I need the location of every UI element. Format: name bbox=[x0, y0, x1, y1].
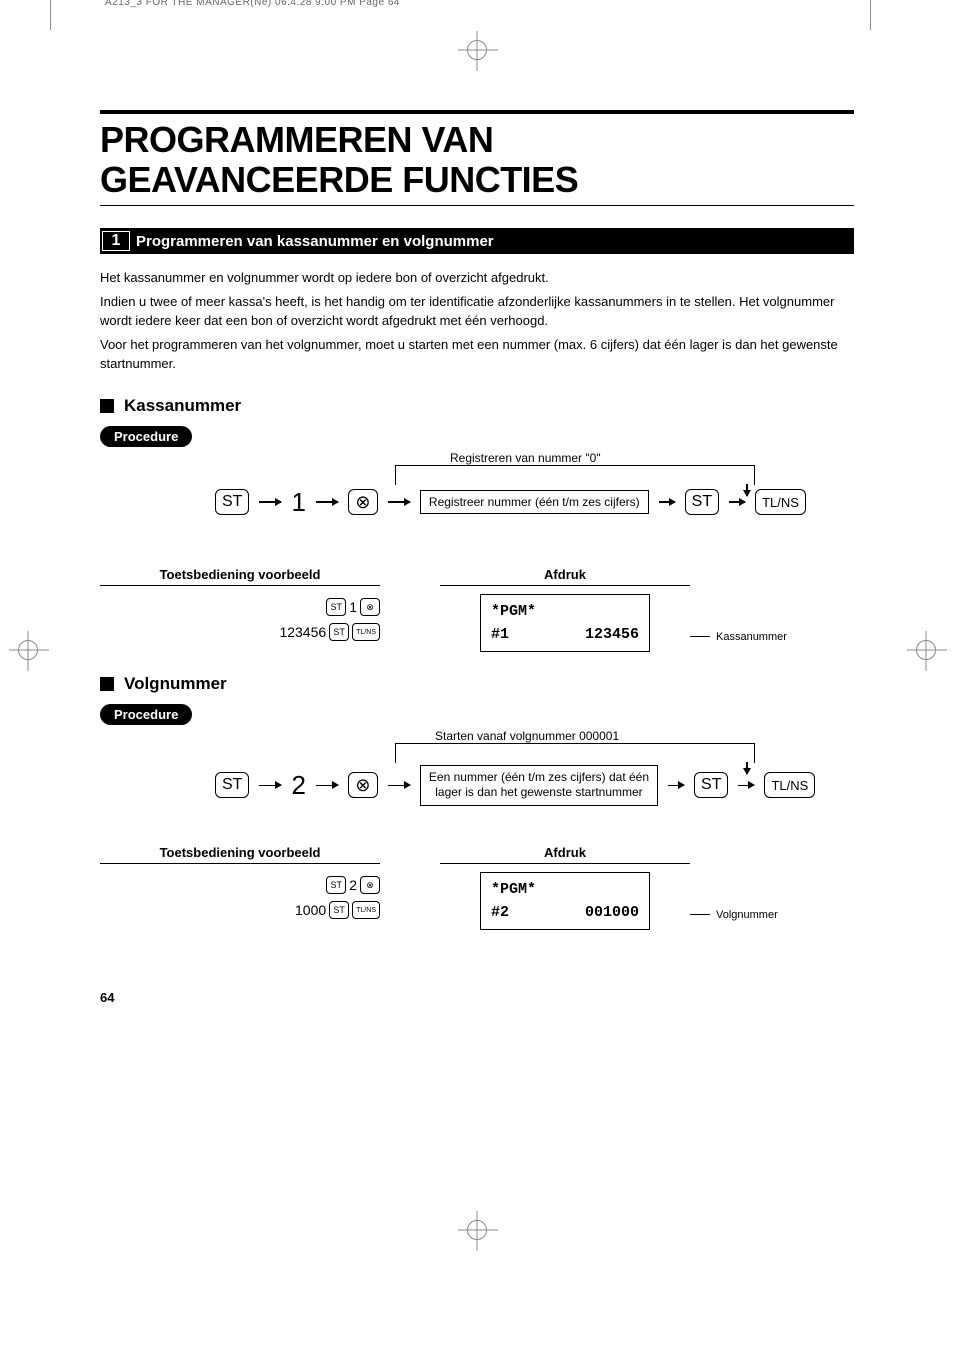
mult-key-small: ⊗ bbox=[360, 876, 380, 894]
input-box-1: Registreer nummer (één t/m zes cijfers) bbox=[420, 490, 649, 514]
kassanummer-example: Toetsbediening voorbeeld Afdruk ST 1 ⊗ 1… bbox=[100, 567, 854, 652]
loop-label-2: Starten vanaf volgnummer 000001 bbox=[435, 729, 619, 743]
example-right-head-1: Afdruk bbox=[440, 567, 690, 586]
arrow-icon bbox=[729, 501, 745, 503]
st-key: ST bbox=[694, 772, 728, 798]
ex-digit: 2 bbox=[349, 874, 357, 896]
arrow-icon bbox=[316, 501, 338, 503]
square-bullet-icon bbox=[100, 677, 114, 691]
mult-key: ⊗ bbox=[348, 489, 378, 515]
receipt-line-1: *PGM* bbox=[491, 881, 639, 898]
example-right-head-2: Afdruk bbox=[440, 845, 690, 864]
st-key: ST bbox=[685, 489, 719, 515]
section-1-para-3: Voor het programmeren van het volgnummer… bbox=[100, 335, 854, 374]
tlns-key: TL/NS bbox=[764, 772, 815, 798]
volgnummer-heading: Volgnummer bbox=[100, 674, 854, 694]
title-line-1: PROGRAMMEREN VAN bbox=[100, 119, 493, 160]
example-left-head-1: Toetsbediening voorbeeld bbox=[100, 567, 380, 586]
tlns-key-small: TL/NS bbox=[352, 623, 380, 641]
square-bullet-icon bbox=[100, 399, 114, 413]
st-key: ST bbox=[215, 489, 249, 515]
loop-arc-2 bbox=[395, 743, 755, 763]
annot-text-2: Volgnummer bbox=[716, 909, 778, 921]
arrow-icon bbox=[259, 501, 281, 503]
ex-number: 123456 bbox=[279, 621, 326, 643]
section-number-box: 1 bbox=[102, 231, 130, 251]
page-title: PROGRAMMEREN VAN GEAVANCEERDE FUNCTIES bbox=[100, 120, 854, 199]
receipt-box-1: *PGM* #1 123456 bbox=[480, 594, 650, 652]
arrow-icon bbox=[388, 501, 410, 503]
receipt-left: #1 bbox=[491, 626, 509, 643]
tlns-key-small: TL/NS bbox=[352, 901, 380, 919]
annot-line-icon bbox=[690, 636, 710, 637]
tlns-key: TL/NS bbox=[755, 489, 806, 515]
title-line-2: GEAVANCEERDE FUNCTIES bbox=[100, 159, 578, 200]
annot-text-1: Kassanummer bbox=[716, 631, 787, 643]
arrow-icon bbox=[668, 785, 684, 787]
loop-label-1: Registreren van nummer "0" bbox=[450, 451, 601, 465]
receipt-line-1: *PGM* bbox=[491, 603, 639, 620]
section-1-para-2: Indien u twee of meer kassa's heeft, is … bbox=[100, 292, 854, 331]
example-keystrokes-1: ST 1 ⊗ 123456 ST TL/NS bbox=[100, 586, 380, 652]
annotation-1: Kassanummer bbox=[690, 586, 830, 652]
arrow-icon bbox=[316, 785, 338, 787]
annotation-2: Volgnummer bbox=[690, 864, 830, 930]
ex-digit: 1 bbox=[349, 596, 357, 618]
volgnummer-flow: Starten vanaf volgnummer 000001 ST 2 ⊗ E… bbox=[100, 735, 854, 815]
page-content: PROGRAMMEREN VAN GEAVANCEERDE FUNCTIES 1… bbox=[0, 0, 954, 1065]
procedure-pill-2: Procedure bbox=[100, 704, 192, 725]
receipt-right: 001000 bbox=[585, 904, 639, 921]
example-keystrokes-2: ST 2 ⊗ 1000 ST TL/NS bbox=[100, 864, 380, 930]
receipt-box-2: *PGM* #2 001000 bbox=[480, 872, 650, 930]
st-key-small: ST bbox=[326, 598, 346, 616]
st-key-small: ST bbox=[329, 623, 349, 641]
arrow-icon bbox=[659, 501, 675, 503]
mult-key: ⊗ bbox=[348, 772, 378, 798]
st-key: ST bbox=[215, 772, 249, 798]
volgnummer-heading-text: Volgnummer bbox=[124, 674, 227, 694]
annot-line-icon bbox=[690, 914, 710, 915]
receipt-left: #2 bbox=[491, 904, 509, 921]
example-left-head-2: Toetsbediening voorbeeld bbox=[100, 845, 380, 864]
volgnummer-example: Toetsbediening voorbeeld Afdruk ST 2 ⊗ 1… bbox=[100, 845, 854, 930]
kassanummer-heading-text: Kassanummer bbox=[124, 396, 241, 416]
arrow-icon bbox=[259, 785, 281, 787]
section-1-para-1: Het kassanummer en volgnummer wordt op i… bbox=[100, 268, 854, 288]
kassanummer-heading: Kassanummer bbox=[100, 396, 854, 416]
section-1-title: Programmeren van kassanummer en volgnumm… bbox=[136, 233, 494, 250]
arrow-icon bbox=[738, 785, 754, 787]
loop-arc-1 bbox=[395, 465, 755, 485]
arrow-icon bbox=[388, 785, 410, 787]
rule-top-thick bbox=[100, 110, 854, 114]
rule-under-title bbox=[100, 205, 854, 206]
input-box-2: Een nummer (één t/m zes cijfers) dat één… bbox=[420, 765, 658, 806]
st-key-small: ST bbox=[329, 901, 349, 919]
digit-2: 2 bbox=[291, 770, 305, 801]
section-1-bar: 1 Programmeren van kassanummer en volgnu… bbox=[100, 228, 854, 254]
page-number: 64 bbox=[100, 990, 854, 1005]
ex-number: 1000 bbox=[295, 899, 326, 921]
digit-1: 1 bbox=[291, 487, 305, 518]
crop-mark-bottom bbox=[467, 1220, 487, 1240]
procedure-pill-1: Procedure bbox=[100, 426, 192, 447]
receipt-right: 123456 bbox=[585, 626, 639, 643]
kassanummer-flow: Registreren van nummer "0" ST 1 ⊗ Regist… bbox=[100, 457, 854, 537]
st-key-small: ST bbox=[326, 876, 346, 894]
mult-key-small: ⊗ bbox=[360, 598, 380, 616]
